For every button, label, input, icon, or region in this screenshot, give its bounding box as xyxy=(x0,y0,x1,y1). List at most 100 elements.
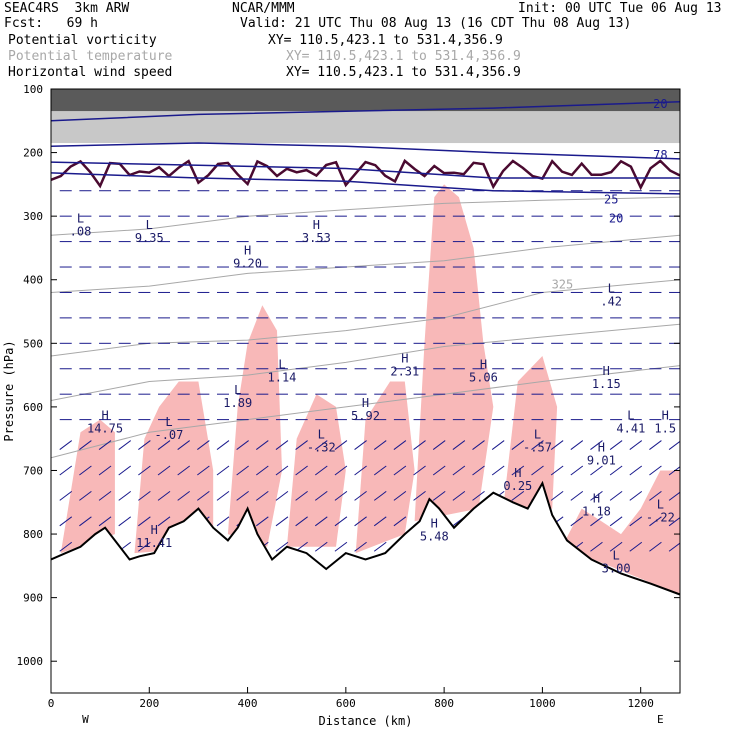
terrain-profile xyxy=(51,480,680,596)
wind-vector xyxy=(609,541,623,552)
wind-vector xyxy=(197,491,210,501)
wind-vector xyxy=(59,541,73,552)
wind-speed-contour xyxy=(51,142,680,160)
wind-contour-label: 78 xyxy=(653,148,667,162)
pv-extremum-value: 4.41 xyxy=(616,422,645,436)
wind-vector xyxy=(354,440,367,450)
wind-vector xyxy=(177,465,190,476)
wind-vector xyxy=(590,541,603,552)
field-xy-theta: XY= 110.5,423.1 to 531.4,356.9 xyxy=(286,49,521,64)
wind-vector xyxy=(373,541,387,552)
pv-extremum-letter: L xyxy=(657,498,664,512)
wind-vector xyxy=(197,465,210,476)
wind-vector xyxy=(314,440,328,450)
wind-vector xyxy=(668,491,680,501)
wind-vector xyxy=(59,465,73,476)
y-tick-label: 1000 xyxy=(17,655,44,668)
pv-extremum-letter: H xyxy=(101,409,108,423)
wind-vector xyxy=(393,516,407,527)
y-axis-label: Pressure (hPa) xyxy=(2,340,16,441)
wind-vector xyxy=(79,491,92,501)
wind-vector xyxy=(295,491,308,501)
wind-vector xyxy=(629,491,643,501)
wind-vector xyxy=(511,491,525,501)
pv-extremum-letter: H xyxy=(362,396,369,410)
pv-extremum-letter: H xyxy=(151,523,158,537)
wind-vector xyxy=(118,440,132,450)
wind-vector xyxy=(649,516,662,527)
pv-extremum-value: -.57 xyxy=(523,441,552,455)
pv-extremum-value: -.32 xyxy=(307,441,336,455)
pv-extremum-letter: L xyxy=(234,383,241,397)
wind-vector xyxy=(570,516,584,527)
wind-vector xyxy=(354,516,367,527)
wind-vector xyxy=(79,516,92,527)
wind-vector xyxy=(157,516,171,527)
x-tick-label: 400 xyxy=(238,697,258,710)
pv-extremum-value: 1.18 xyxy=(582,504,611,518)
pv-extremum-value: 2.31 xyxy=(390,364,419,378)
wind-contour-label: 20 xyxy=(609,212,623,226)
field-name-wind: Horizontal wind speed xyxy=(8,65,173,80)
pv-extremum-value: .42 xyxy=(600,294,622,308)
pv-extremum-letter: L xyxy=(627,409,634,423)
pv-extremum-letter: L xyxy=(613,548,620,562)
x-tick-label: 600 xyxy=(336,697,356,710)
theta-contour xyxy=(51,323,680,401)
wind-vector xyxy=(550,440,564,450)
pv-extremum-value: 9.35 xyxy=(135,231,164,245)
pv-extremum-value: 3.53 xyxy=(302,231,331,245)
wind-vector xyxy=(452,465,466,476)
wind-vector xyxy=(118,491,132,501)
wind-vector xyxy=(491,465,505,476)
wind-vector xyxy=(472,465,485,476)
wind-vector xyxy=(157,491,171,501)
pv-extremum-letter: H xyxy=(603,364,610,378)
wind-vector xyxy=(98,465,112,476)
y-tick-label: 800 xyxy=(23,528,43,541)
wind-vector xyxy=(432,440,446,450)
field-name-pv: Potential vorticity xyxy=(8,33,157,48)
wind-vector xyxy=(79,440,92,450)
pv-extremum-value: 11.41 xyxy=(136,536,172,550)
wind-speed-contour xyxy=(51,100,680,122)
wind-vector xyxy=(668,542,680,552)
wind-vector xyxy=(511,465,525,476)
y-tick-label: 900 xyxy=(23,592,43,605)
wind-contour-label: 20 xyxy=(653,97,667,111)
wind-vector xyxy=(452,491,466,501)
wind-vector xyxy=(609,516,623,527)
wind-vector xyxy=(334,516,348,527)
terrain-fill xyxy=(51,483,680,693)
pv-extremum-letter: H xyxy=(401,351,408,365)
org-label: NCAR/MMM xyxy=(232,1,295,16)
wind-vector xyxy=(295,516,308,527)
wind-vector xyxy=(216,491,230,501)
wind-vector xyxy=(256,465,269,476)
wind-vector xyxy=(373,491,387,501)
wind-vector xyxy=(373,440,387,450)
y-tick-label: 400 xyxy=(23,274,43,287)
x-tick-label: 1200 xyxy=(627,697,654,710)
wind-vector xyxy=(275,491,289,501)
pv-extremum-value: 9.01 xyxy=(587,453,616,467)
wind-vector xyxy=(295,465,308,476)
pv-extremum-letter: H xyxy=(662,409,669,423)
wind-vector xyxy=(354,491,367,501)
wind-vector xyxy=(590,516,603,527)
wind-vector xyxy=(216,465,230,476)
init-time: Init: 00 UTC Tue 06 Aug 13 xyxy=(518,1,722,16)
pv-fill-region xyxy=(562,470,680,595)
wind-vector xyxy=(531,465,544,476)
wind-vector xyxy=(590,440,603,450)
y-tick-label: 600 xyxy=(23,401,43,414)
wind-vector xyxy=(413,491,426,501)
wind-vector xyxy=(413,465,426,476)
wind-vector xyxy=(138,491,151,501)
wind-vector xyxy=(629,465,643,476)
wind-vector xyxy=(590,465,603,476)
wind-speed-contour xyxy=(51,172,680,195)
pv-extremum-value: 3.00 xyxy=(602,561,631,575)
field-xy-pv: XY= 110.5,423.1 to 531.4,356.9 xyxy=(268,33,503,48)
